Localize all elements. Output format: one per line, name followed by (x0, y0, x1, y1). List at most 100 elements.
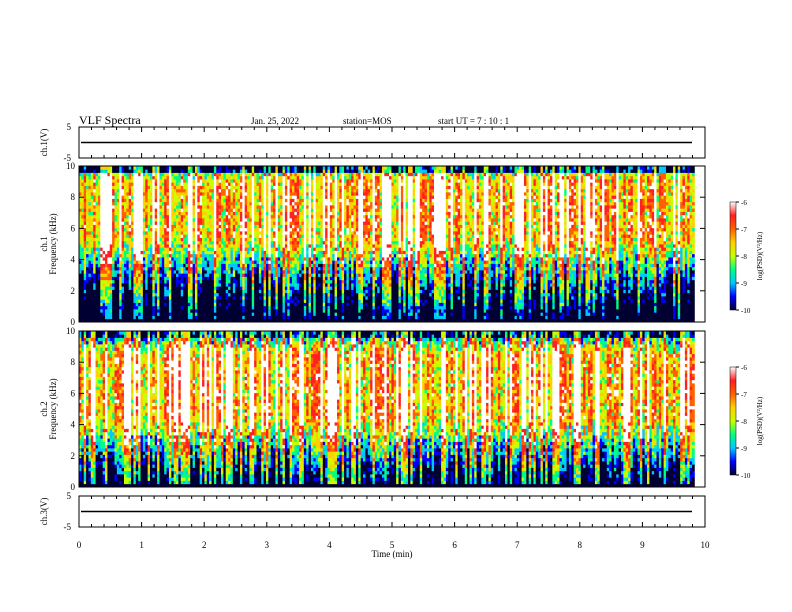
spectrogram-cell (88, 277, 91, 281)
spectrogram-cell (105, 212, 108, 216)
spectrogram-cell (117, 247, 120, 251)
spectrogram-cell (122, 251, 125, 255)
spectrogram-cell (88, 241, 91, 245)
spectrogram-cell (131, 290, 134, 294)
spectrogram-cell (105, 225, 108, 229)
spectrogram-cell (105, 277, 108, 281)
spectrogram-cell (126, 221, 129, 225)
spectrogram-cell (84, 195, 87, 199)
spectrogram-cell (124, 169, 127, 173)
spectrogram-cell (117, 280, 120, 284)
spectrogram-cell (84, 316, 87, 320)
spectrogram-cell (129, 267, 132, 271)
spectrogram-cell (110, 309, 113, 313)
spectrogram-cell (141, 277, 144, 281)
spectrogram-cell (105, 208, 108, 212)
spectrogram-cell (131, 186, 134, 190)
spectrogram-cell (84, 312, 87, 316)
spectrogram-cell (110, 270, 113, 274)
spectrogram-cell (107, 296, 110, 300)
spectrogram-cell (117, 221, 120, 225)
spectrogram-cell (122, 238, 125, 242)
spectrogram-cell (93, 218, 96, 222)
spectrogram-cell (81, 277, 84, 281)
spectrogram-cell (88, 202, 91, 206)
spectrogram-cell (96, 286, 99, 290)
spectrogram-cell (136, 299, 139, 303)
spectrogram-cell (100, 179, 103, 183)
spectrogram-cell (93, 182, 96, 186)
spectrogram-cell (103, 254, 106, 258)
spectrogram-cell (138, 260, 141, 264)
spectrogram-cell (93, 199, 96, 203)
spectrogram-cell (96, 166, 99, 170)
spectrogram-cell (138, 257, 141, 261)
spectrogram-cell (124, 244, 127, 248)
spectrogram-cell (91, 293, 94, 297)
spectrogram-cell (110, 290, 113, 294)
spectrogram-cell (88, 231, 91, 235)
spectrogram-cell (110, 192, 113, 196)
spectrogram-cell (103, 303, 106, 307)
spectrogram-cell (91, 306, 94, 310)
spectrogram-cell (112, 218, 115, 222)
spectrogram-cell (133, 228, 136, 232)
spectrogram-cell (88, 218, 91, 222)
spectrogram-cell (84, 189, 87, 193)
spectrogram-cell (136, 290, 139, 294)
spectrogram-cell (115, 179, 118, 183)
spectrogram-cell (98, 208, 101, 212)
spectrogram-cell (107, 283, 110, 287)
spectrogram-cell (141, 189, 144, 193)
spectrogram-cell (81, 290, 84, 294)
spectrogram-cell (107, 176, 110, 180)
spectrogram-cell (126, 244, 129, 248)
spectrogram-cell (115, 257, 118, 261)
spectrogram-cell (96, 218, 99, 222)
spectrogram-cell (115, 254, 118, 258)
spectrogram-cell (100, 280, 103, 284)
spectrogram-cell (107, 199, 110, 203)
spectrogram-cell (84, 228, 87, 232)
spectrogram-cell (124, 299, 127, 303)
spectrogram-cell (107, 293, 110, 297)
spectrogram-cell (86, 166, 89, 170)
spectrogram-cell (105, 241, 108, 245)
spectrogram-cell (112, 182, 115, 186)
spectrogram-cell (115, 169, 118, 173)
spectrogram-cell (86, 231, 89, 235)
spectrogram-cell (100, 176, 103, 180)
spectrogram-cell (103, 192, 106, 196)
spectrogram-cell (96, 309, 99, 313)
spectrogram-cell (138, 192, 141, 196)
spectrogram-cell (129, 273, 132, 277)
spectrogram-cell (110, 260, 113, 264)
spectrogram-cell (88, 195, 91, 199)
spectrogram-cell (110, 195, 113, 199)
spectrogram-cell (112, 254, 115, 258)
spectrogram-cell (93, 251, 96, 255)
spectrogram-cell (112, 299, 115, 303)
spectrogram-cell (117, 303, 120, 307)
spectrogram-cell (96, 238, 99, 242)
spectrogram-cell (138, 182, 141, 186)
spectrogram-cell (84, 238, 87, 242)
spectrogram-cell (115, 234, 118, 238)
spectrogram-cell (136, 182, 139, 186)
spectrogram-cell (100, 293, 103, 297)
spectrogram-cell (88, 254, 91, 258)
spectrogram-cell (100, 264, 103, 268)
spectrogram-cell (115, 316, 118, 320)
spectrogram-cell (93, 169, 96, 173)
spectrogram-cell (103, 212, 106, 216)
spectrogram-cell (131, 228, 134, 232)
spectrogram-cell (98, 176, 101, 180)
spectrogram-cell (115, 182, 118, 186)
spectrogram-cell (98, 199, 101, 203)
spectrogram-cell (86, 309, 89, 313)
spectrogram-cell (126, 277, 129, 281)
spectrogram-cell (129, 166, 132, 170)
spectrogram-cell (112, 264, 115, 268)
spectrogram-cell (117, 169, 120, 173)
spectrogram-cell (138, 296, 141, 300)
